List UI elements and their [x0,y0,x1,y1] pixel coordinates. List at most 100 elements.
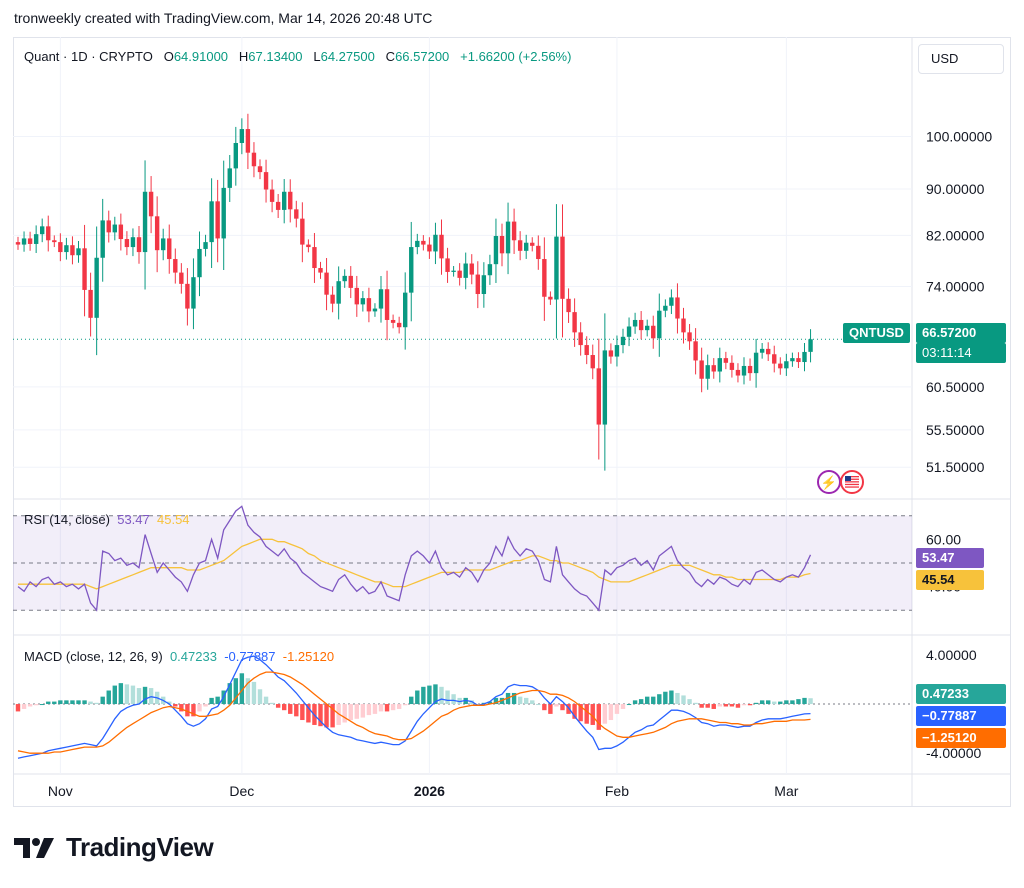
legend-open: 64.91000 [173,49,229,64]
y-tick-label: 60.50000 [926,379,985,395]
flag-stripe [845,483,859,486]
macd-histogram-bar [396,704,402,709]
macd-histogram-bar [784,700,789,705]
macd-histogram-bar [711,704,716,709]
macd-histogram-bar [729,704,735,707]
y-tick-label: 90.00000 [926,181,985,197]
macd-histogram-bar [306,704,311,723]
macd-histogram-bar [693,702,698,705]
candle-body [705,365,710,379]
macd-histogram-bar [651,696,656,705]
macd-histogram-bar [378,704,384,712]
candle-body [772,354,777,364]
candle-body [693,341,698,361]
candle-body [124,239,130,248]
y-tick-label: 55.50000 [926,422,985,438]
macd-histogram-bar [772,701,777,705]
macd-histogram-bar [675,692,680,705]
macd-histogram-bar [27,704,33,707]
macd-histogram-bar [796,699,801,705]
macd-legend: MACD (close, 12, 26, 9) 0.47233 -0.77887… [24,649,334,664]
candle-body [536,245,541,260]
candle-body [263,172,269,190]
lightning-glyph-icon: ⚡ [821,475,837,491]
legend-low: 64.27500 [320,49,375,64]
candle-body [451,270,456,272]
macd-histogram-bar [608,704,614,721]
candle-body [245,129,251,153]
macd-histogram-bar [705,704,710,708]
macd-histogram-bar [167,701,172,705]
candle-body [602,350,608,425]
macd-pane [13,655,912,759]
macd-histogram-bar [802,697,807,705]
candle-body [209,201,214,243]
macd-histogram-bar [766,700,771,705]
price-legend: Quant · 1D · CRYPTO O64.91000 H67.13400 … [24,49,571,64]
candle-body [154,216,160,251]
candle-body [759,348,765,353]
macd-histogram-bar [64,700,69,705]
macd-histogram-bar [354,704,359,719]
macd-histogram-bar [330,704,335,728]
x-tick-label: Nov [48,783,73,799]
candle-body [778,363,783,369]
macd-signal-value: -1.25120 [282,649,335,664]
macd-histogram-bar [324,704,329,728]
macd-histogram-bar [342,704,347,723]
macd-histogram-bar [584,704,589,724]
macd-histogram-bar [741,704,747,706]
macd-histogram-bar [687,699,692,705]
macd-histogram-bar [245,678,251,705]
flag-stripe [845,476,859,478]
macd-histogram-bar [76,700,81,705]
candle-body [802,351,807,363]
candle-body [318,268,323,273]
candle-body [669,297,674,306]
candle-body [27,238,33,244]
macd-histogram-bar [759,700,765,705]
candle-body [191,277,196,309]
countdown-tag: 03:11:14 [916,343,1006,363]
candle-body [505,221,511,254]
macd-histogram-bar [717,704,722,707]
macd-line [17,655,811,759]
candle-body [499,235,505,254]
macd-histogram-bar [790,700,795,705]
flag-canton [845,476,851,481]
candle-body [560,236,565,299]
candle-body [100,220,105,258]
candle-body [427,244,432,252]
candle-body [578,332,583,346]
macd-histogram-bar [536,704,541,706]
candle-body [766,348,771,355]
candle-body [76,248,81,256]
currency-button[interactable]: USD [918,44,1004,74]
legend-close: 66.57200 [395,49,450,64]
macd-histogram-bar [403,704,408,706]
candle-body [64,245,69,253]
rsi-value-tag: 53.47 [916,548,984,568]
x-tick-label: Mar [774,783,798,799]
macd-histogram-bar [263,696,269,705]
macd-histogram-bar [58,700,63,705]
candle-body [257,166,263,173]
legend-close-label: C [385,49,396,64]
macd-histogram-bar [100,696,105,705]
macd-line-tag: −0.77887 [916,706,1006,726]
macd-histogram-bar [294,704,299,717]
candle-body [136,237,142,253]
macd-histogram-bar [421,686,426,705]
macd-histogram-bar [106,690,111,705]
candle-body [251,152,257,167]
candle-body [227,168,232,188]
macd-histogram-bar [778,701,783,705]
brand-text: TradingView [66,832,214,862]
candle-body [409,247,414,293]
macd-histogram-bar [251,681,257,705]
macd-histogram-bar [524,697,529,705]
candle-body [475,274,480,295]
y-tick-label: 82.00000 [926,227,985,243]
candle-body [584,345,589,356]
